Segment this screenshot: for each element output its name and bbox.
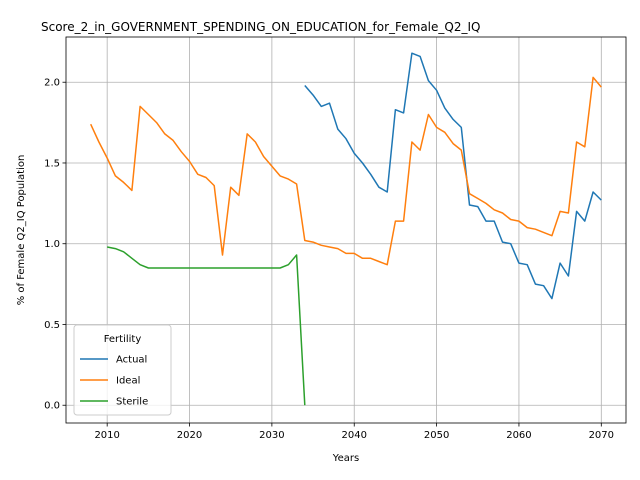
legend-label-ideal: Ideal xyxy=(116,376,140,387)
y-tick-label: 1.5 xyxy=(44,158,60,169)
plot-area-frame xyxy=(65,36,627,424)
legend: Fertility Actual Ideal Sterile xyxy=(73,324,172,416)
y-tick-label: 0.5 xyxy=(44,320,60,331)
y-tick-label: 0.0 xyxy=(44,401,60,412)
legend-label-actual: Actual xyxy=(116,355,147,366)
x-axis-label: Years xyxy=(332,453,359,464)
legend-box xyxy=(73,324,172,416)
y-axis-ticks: 0.0 0.5 1.0 1.5 2.0 xyxy=(44,78,66,412)
chart-title: Score_2_in_GOVERNMENT_SPENDING_ON_EDUCAT… xyxy=(41,20,480,34)
x-tick-label: 2070 xyxy=(589,430,614,441)
legend-title: Fertility xyxy=(104,334,142,345)
x-tick-label: 2030 xyxy=(259,430,284,441)
series-line-sterile xyxy=(107,246,306,406)
x-tick-label: 2040 xyxy=(342,430,367,441)
y-axis-label: % of Female Q2_IQ Population xyxy=(16,155,27,306)
series-line-ideal xyxy=(90,76,602,266)
x-tick-label: 2020 xyxy=(177,430,202,441)
legend-entries: Actual Ideal Sterile xyxy=(80,355,148,408)
x-tick-label: 2060 xyxy=(506,430,531,441)
series-lines xyxy=(90,52,602,406)
x-tick-label: 2050 xyxy=(424,430,449,441)
series-line-actual xyxy=(304,52,602,300)
y-tick-label: 2.0 xyxy=(44,78,60,89)
x-tick-label: 2010 xyxy=(94,430,119,441)
x-axis-ticks: 2010 2020 2030 2040 2050 2060 2070 xyxy=(94,423,614,441)
legend-label-sterile: Sterile xyxy=(116,397,148,408)
y-tick-label: 1.0 xyxy=(44,239,60,250)
